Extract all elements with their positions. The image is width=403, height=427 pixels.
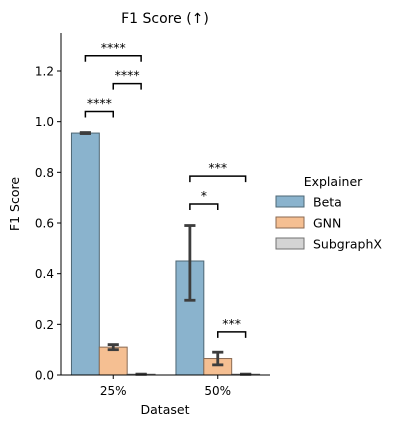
- y-tick-label: 0.8: [35, 166, 54, 180]
- significance-label: ***: [208, 160, 227, 175]
- y-tick-label: 0.4: [35, 267, 54, 281]
- significance-label: ****: [115, 68, 140, 83]
- y-tick-label: 0.0: [35, 369, 54, 383]
- legend-swatch: [275, 216, 305, 229]
- significance-label: ****: [101, 40, 126, 55]
- legend-swatch: [275, 237, 305, 250]
- x-axis-label: Dataset: [141, 402, 190, 417]
- significance-label: ****: [87, 96, 112, 111]
- significance-bracket: [84, 55, 142, 62]
- legend-label: Beta: [313, 195, 342, 210]
- chart-title: F1 Score (↑): [121, 11, 209, 27]
- x-tick-label: 50%: [204, 384, 231, 398]
- legend-swatch: [275, 195, 305, 208]
- y-axis-ticks: 0.0 0.2 0.4 0.6 0.8 1.0 1.2: [35, 65, 61, 383]
- significance-bracket: [84, 110, 114, 118]
- y-tick-label: 0.6: [35, 217, 54, 231]
- bar: [70, 132, 100, 376]
- bar: [98, 346, 128, 376]
- x-tick-label: 25%: [100, 384, 127, 398]
- significance-label: ***: [222, 316, 241, 331]
- significance-bracket: [189, 203, 219, 210]
- legend-label: GNN: [313, 216, 341, 231]
- significance-label: *: [201, 188, 207, 203]
- legend-title: Explainer: [304, 174, 363, 189]
- error-bars: [79, 131, 252, 376]
- y-axis-label: F1 Score: [7, 177, 22, 231]
- legend: Explainer Beta GNN SubgraphX: [275, 174, 382, 252]
- bars: [70, 132, 261, 376]
- y-tick-label: 1.2: [35, 65, 54, 79]
- y-tick-label: 0.2: [35, 318, 54, 332]
- significance-bracket: [112, 82, 142, 90]
- significance-annotations: *******************: [84, 40, 247, 338]
- x-axis-ticks: 25% 50%: [100, 375, 231, 398]
- legend-label: SubgraphX: [313, 237, 382, 252]
- y-tick-label: 1.0: [35, 115, 54, 129]
- significance-bracket: [189, 175, 247, 183]
- significance-bracket: [217, 331, 247, 338]
